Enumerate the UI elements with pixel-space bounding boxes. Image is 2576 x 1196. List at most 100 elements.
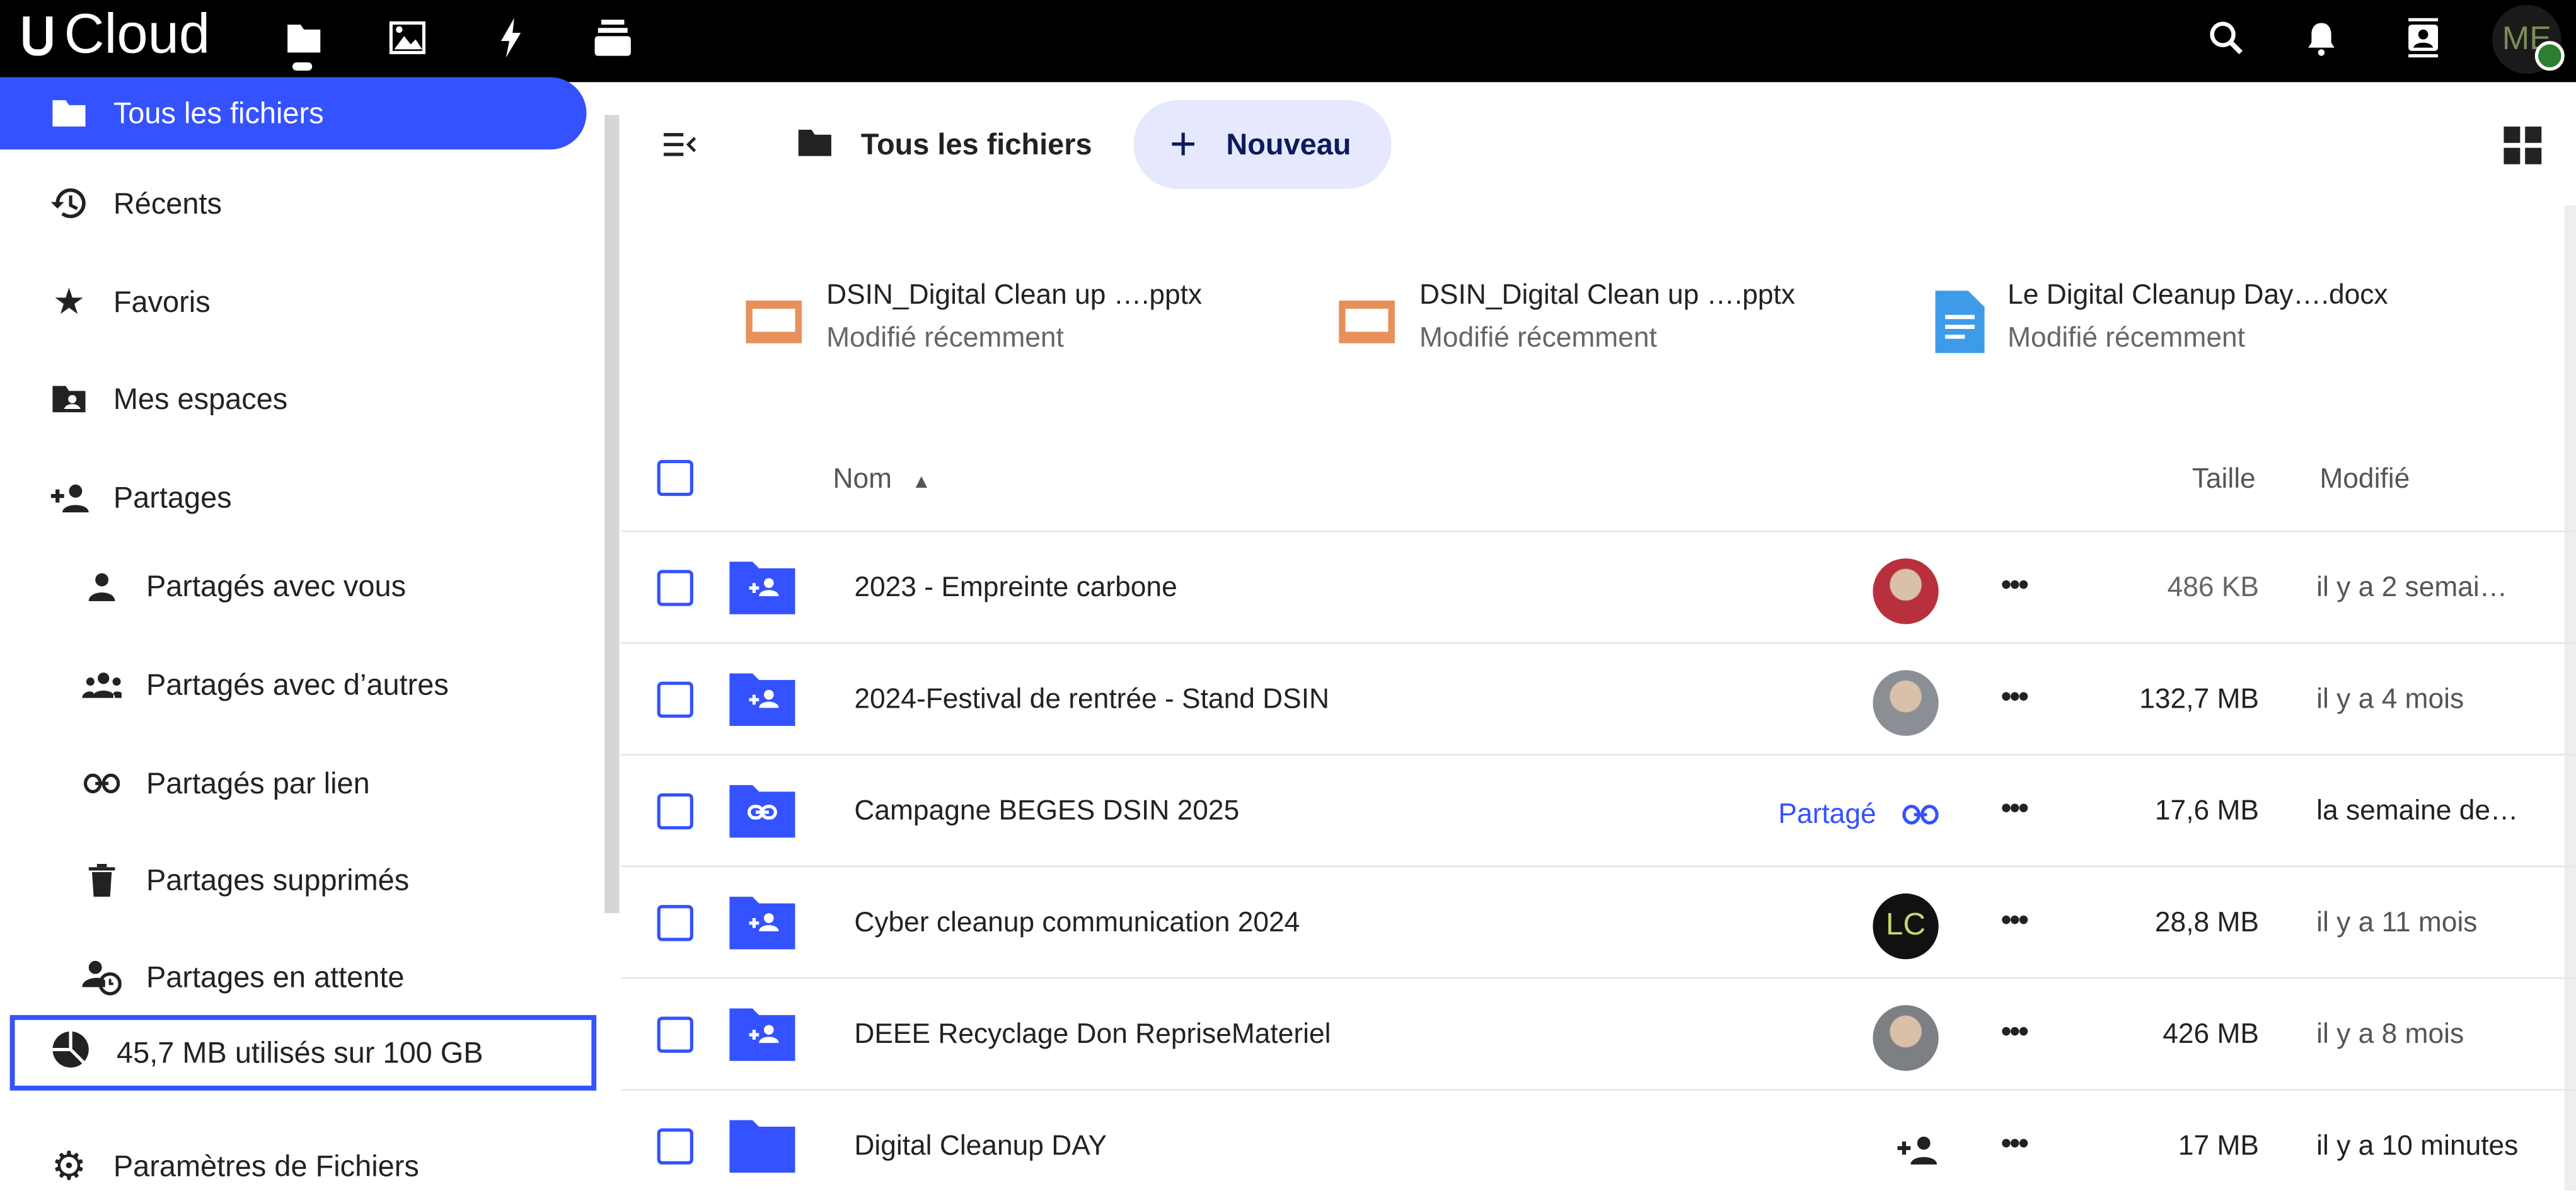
sidebar-item-shared-with-you[interactable]: Partagés avec vous (0, 550, 591, 623)
sidebar-item-recents[interactable]: Récents (0, 168, 591, 240)
file-name[interactable]: DEEE Recyclage Don RepriseMateriel (854, 1018, 1331, 1050)
person-clock-icon (82, 959, 122, 996)
sidebar-scrollbar[interactable] (604, 115, 620, 914)
main-scrollbar[interactable] (2564, 205, 2576, 1191)
folder-icon[interactable] (282, 16, 325, 59)
share-status (1837, 558, 1939, 624)
folder-icon (729, 1117, 795, 1181)
bell-icon[interactable] (2300, 16, 2343, 59)
more-actions-icon[interactable]: ••• (2001, 568, 2029, 601)
docx-icon (1935, 290, 1985, 354)
sidebar-item-all-files[interactable]: Tous les fichiers (0, 77, 587, 150)
column-name-header[interactable]: Nom ▲ (833, 463, 931, 496)
select-all-checkbox[interactable] (657, 459, 693, 497)
column-size-header[interactable]: Taille (2192, 463, 2256, 495)
file-name[interactable]: 2024-Festival de rentrée - Stand DSIN (854, 683, 1330, 715)
share-status: LC (1837, 893, 1939, 960)
sidebar-item-deleted-shares[interactable]: Partages supprimés (0, 844, 591, 917)
recent-file-card[interactable]: DSIN_Digital Clean up ….pptx Modifié réce… (744, 279, 1202, 355)
contacts-icon[interactable] (2402, 16, 2445, 59)
sidebar-item-shared-with-others[interactable]: Partagés avec d’autres (0, 649, 591, 722)
sharer-avatar[interactable] (1873, 558, 1939, 624)
sharer-avatar[interactable] (1873, 1005, 1939, 1071)
file-size: 17 MB (2178, 1130, 2259, 1161)
column-modified-header[interactable]: Modifié (2319, 463, 2410, 495)
row-checkbox[interactable] (657, 905, 693, 941)
status-dot (2534, 41, 2565, 71)
new-label: Nouveau (1226, 127, 1351, 161)
person-icon (82, 572, 122, 601)
sidebar-item-label: Partages en attente (146, 960, 405, 993)
toggle-sidebar-icon[interactable] (662, 128, 698, 169)
table-row[interactable]: Campagne BEGES DSIN 2025 Partagé ••• 17,6 M… (621, 756, 2576, 868)
row-checkbox[interactable] (657, 681, 693, 718)
sharer-avatar[interactable] (1873, 670, 1939, 736)
pptx-icon (746, 300, 802, 343)
sidebar-settings[interactable]: ⚙ Paramètres de Fichiers (0, 1130, 591, 1195)
person-add-icon (49, 483, 89, 513)
shared-folder-icon (729, 894, 795, 958)
file-size: 132,7 MB (2139, 683, 2259, 715)
new-button[interactable]: + Nouveau (1133, 100, 1392, 189)
row-checkbox[interactable] (657, 1016, 693, 1053)
row-checkbox[interactable] (657, 793, 693, 830)
table-header: Nom ▲ Taille Modifié (621, 420, 2576, 532)
link-icon[interactable] (1902, 805, 1939, 825)
sidebar-item-label: Récents (113, 186, 222, 219)
share-status (1837, 1117, 1939, 1182)
sidebar-item-label: Favoris (113, 285, 211, 318)
sidebar-item-favorites[interactable]: ★ Favoris (0, 266, 591, 338)
share-add-icon[interactable] (1896, 1135, 1939, 1165)
shared-folder-icon (729, 1005, 795, 1069)
file-name[interactable]: Cyber cleanup communication 2024 (854, 906, 1300, 938)
storage-text: 45,7 MB utilisés sur 100 GB (117, 1035, 483, 1069)
recent-file-status: Modifié récemment (826, 321, 1064, 354)
recent-file-card[interactable]: Le Digital Cleanup Day….docx Modifié réce… (1935, 279, 2388, 355)
sidebar-item-shares[interactable]: Partages (0, 461, 591, 534)
breadcrumb[interactable]: Tous les fichiers (860, 128, 1092, 161)
file-size: 426 MB (2163, 1018, 2259, 1050)
gear-icon: ⚙ (51, 1144, 87, 1188)
sidebar-item-label: Tous les fichiers (113, 96, 324, 129)
table-row[interactable]: DEEE Recyclage Don RepriseMateriel ••• 426… (621, 979, 2576, 1091)
file-name[interactable]: Campagne BEGES DSIN 2025 (854, 795, 1240, 827)
table-row[interactable]: 2023 - Empreinte carbone ••• 486 KB il y a … (621, 532, 2576, 644)
file-name[interactable]: Digital Cleanup DAY (854, 1130, 1107, 1161)
logo[interactable]: Cloud (23, 3, 210, 67)
table-row[interactable]: 2024-Festival de rentrée - Stand DSIN •••… (621, 644, 2576, 756)
file-name[interactable]: 2023 - Empreinte carbone (854, 572, 1177, 603)
logo-mark-icon (23, 15, 53, 55)
account-folder-icon (49, 384, 89, 414)
shared-label[interactable]: Partagé (1778, 798, 1876, 830)
sidebar-item-label: Partagés avec vous (146, 569, 407, 602)
sidebar-item-my-spaces[interactable]: Mes espaces (0, 363, 591, 435)
sharer-avatar[interactable]: LC (1873, 893, 1939, 960)
more-actions-icon[interactable]: ••• (2001, 903, 2029, 936)
stack-icon[interactable] (591, 16, 634, 59)
row-checkbox[interactable] (657, 1128, 693, 1165)
share-status (1837, 670, 1939, 736)
table-row[interactable]: Digital Cleanup DAY ••• 17 MB il y a 10 min… (621, 1091, 2576, 1196)
sidebar-item-shared-by-link[interactable]: Partagés par lien (0, 747, 591, 820)
file-modified: la semaine de… (2316, 795, 2519, 827)
table-row[interactable]: Cyber cleanup communication 2024 LC ••• 28,… (621, 867, 2576, 979)
more-actions-icon[interactable]: ••• (2001, 791, 2029, 825)
recent-file-card[interactable]: DSIN_Digital Clean up ….pptx Modifié réce… (1337, 279, 1795, 355)
storage-quota[interactable]: 45,7 MB utilisés sur 100 GB (9, 1015, 597, 1091)
plus-icon: + (1169, 118, 1197, 170)
more-actions-icon[interactable]: ••• (2001, 680, 2029, 713)
trash-icon (82, 864, 122, 897)
sidebar-item-pending-shares[interactable]: Partages en attente (0, 941, 591, 1014)
search-icon[interactable] (2205, 16, 2248, 59)
more-actions-icon[interactable]: ••• (2001, 1127, 2029, 1160)
file-modified: il y a 8 mois (2316, 1018, 2464, 1050)
lightning-icon[interactable] (490, 16, 533, 59)
grid-view-icon[interactable] (2504, 126, 2543, 175)
file-modified: il y a 4 mois (2316, 683, 2464, 715)
row-checkbox[interactable] (657, 570, 693, 606)
link-icon (82, 773, 122, 793)
more-actions-icon[interactable]: ••• (2001, 1015, 2029, 1048)
recent-file-status: Modifié récemment (2007, 321, 2245, 354)
avatar-initials: LC (1885, 908, 1926, 943)
image-icon[interactable] (386, 16, 429, 59)
